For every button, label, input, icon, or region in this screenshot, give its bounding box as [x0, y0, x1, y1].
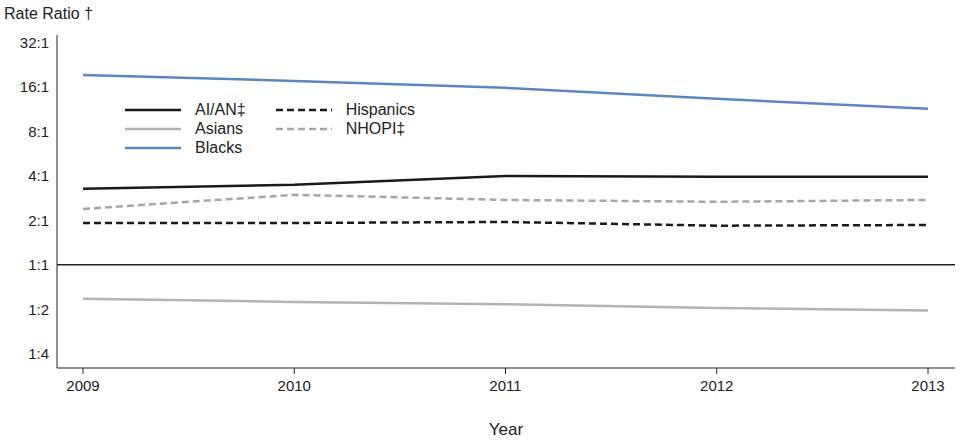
svg-text:Year: Year	[489, 420, 524, 439]
svg-text:4:1: 4:1	[28, 167, 49, 184]
html-text:Asians: Asians	[195, 119, 243, 137]
svg-text:1:4: 1:4	[28, 345, 49, 362]
svg-text:2009: 2009	[66, 377, 99, 394]
svg-text:1:2: 1:2	[28, 301, 49, 318]
svg-text:16:1: 16:1	[20, 78, 49, 95]
html-text:AI/AN‡: AI/AN‡	[195, 100, 246, 118]
html-text:Hispanics: Hispanics	[345, 100, 415, 118]
svg-text:2013: 2013	[911, 377, 944, 394]
svg-text:8:1: 8:1	[28, 123, 49, 140]
svg-text:2011: 2011	[489, 377, 521, 394]
html-text:Blacks: Blacks	[195, 138, 243, 156]
html-text:NHOPI‡: NHOPI‡	[345, 119, 406, 137]
svg-text:2:1: 2:1	[28, 212, 49, 229]
svg-text:2012: 2012	[700, 377, 733, 394]
svg-text:1:1: 1:1	[28, 256, 49, 273]
svg-text:2010: 2010	[278, 377, 311, 394]
html-text:Rate Ratio †: Rate Ratio †	[4, 5, 93, 22]
svg-text:32:1: 32:1	[20, 34, 49, 51]
